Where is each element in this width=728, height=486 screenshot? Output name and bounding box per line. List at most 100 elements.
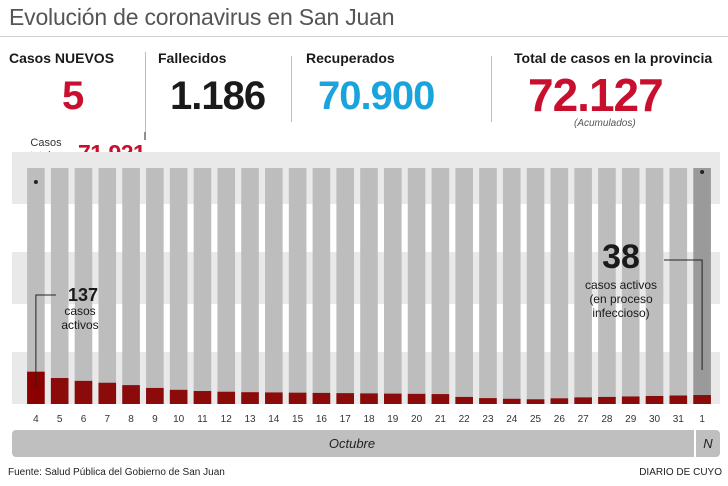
active-cases-bar — [122, 385, 140, 404]
total-cases-bar — [27, 168, 45, 404]
total-cases-bar — [241, 168, 259, 404]
stat-value-recuperados: 70.900 — [318, 74, 435, 118]
total-cases-bar — [169, 168, 188, 404]
total-cases-bar — [621, 168, 640, 404]
total-cases-bar — [407, 168, 426, 404]
x-tick-label: 11 — [197, 414, 208, 425]
total-cases-bar — [193, 168, 212, 404]
active-cases-bar — [241, 392, 259, 404]
active-cases-bar — [288, 392, 307, 404]
active-cases-bar — [669, 395, 688, 404]
active-cases-bar — [526, 399, 545, 404]
active-cases-bar — [550, 398, 569, 404]
total-cases-bar — [645, 168, 664, 404]
total-cases-bar — [502, 168, 521, 404]
total-cases-bar — [265, 168, 283, 404]
total-cases-bar — [383, 168, 402, 404]
x-tick-label: 23 — [482, 414, 494, 425]
x-tick-label: 29 — [625, 414, 637, 425]
callout-last-number: 38 — [602, 238, 640, 276]
active-cases-bar — [217, 391, 236, 404]
total-cases-bar — [146, 168, 164, 404]
x-tick-label: 28 — [601, 414, 613, 425]
active-cases-bar — [265, 392, 283, 404]
active-cases-bar — [598, 396, 616, 404]
title-divider — [0, 36, 728, 37]
x-tick-label: 21 — [435, 414, 447, 425]
stat-note-acumulados: (Acumulados) — [574, 118, 636, 129]
active-cases-bar — [502, 398, 521, 404]
x-tick-label: 10 — [173, 414, 185, 425]
active-cases-bar — [645, 395, 664, 404]
total-marker — [700, 170, 705, 174]
active-cases-bar — [360, 393, 378, 404]
x-tick-label: 17 — [340, 414, 352, 425]
active-cases-bar — [407, 393, 426, 404]
total-cases-bar — [669, 168, 688, 404]
total-cases-bar — [98, 168, 117, 404]
x-tick-label: 15 — [292, 414, 304, 425]
leader-line — [35, 294, 56, 388]
active-cases-bar — [74, 380, 93, 404]
active-cases-bar — [693, 395, 711, 404]
x-tick-label: 9 — [152, 414, 158, 425]
stat-label-nuevos: Casos NUEVOS — [9, 50, 115, 66]
x-tick-label: 13 — [244, 414, 256, 425]
active-cases-bar — [169, 389, 188, 404]
active-cases-bar — [621, 396, 640, 404]
leader-line — [664, 259, 703, 370]
active-cases-bar — [431, 394, 450, 404]
x-tick-label: 24 — [506, 414, 518, 425]
total-cases-bar — [574, 168, 592, 404]
x-tick-label: 12 — [221, 414, 233, 425]
total-cases-bar — [122, 168, 140, 404]
total-cases-bar — [526, 168, 545, 404]
active-cases-bar — [336, 393, 355, 404]
active-cases-bar — [455, 396, 473, 404]
month-label-next: N — [703, 436, 713, 451]
x-tick-label: 1 — [699, 414, 705, 425]
month-band: Octubre N — [12, 430, 720, 457]
x-tick-label: 26 — [554, 414, 566, 425]
x-tick-label: 19 — [387, 414, 399, 425]
stat-divider — [491, 56, 492, 122]
callout-first-text: casos activos — [61, 304, 99, 332]
x-tick-label: 5 — [57, 414, 63, 425]
active-cases-bar — [50, 378, 69, 404]
month-label-octubre: Octubre — [328, 436, 376, 451]
active-cases-bar — [383, 393, 402, 404]
x-tick-label: 22 — [459, 414, 471, 425]
total-cases-bar — [550, 168, 569, 404]
source-note: Fuente: Salud Pública del Gobierno de Sa… — [8, 467, 225, 478]
stat-value-total: 72.127 — [528, 69, 664, 121]
x-tick-label: 7 — [104, 414, 110, 425]
credit-note: DIARIO DE CUYO — [639, 467, 722, 478]
x-tick-label: 31 — [673, 414, 685, 425]
total-cases-bar — [431, 168, 450, 404]
active-cases-bar — [479, 398, 497, 404]
x-tick-label: 18 — [363, 414, 375, 425]
total-cases-bar — [360, 168, 378, 404]
x-tick-label: 8 — [128, 414, 134, 425]
total-cases-bar — [312, 168, 331, 404]
active-cases-bar — [98, 382, 117, 404]
callout-first-number: 137 — [67, 285, 99, 305]
stat-value-nuevos: 5 — [62, 74, 84, 118]
stat-value-fallecidos: 1.186 — [170, 74, 266, 118]
month-divider — [694, 430, 696, 457]
stat-divider — [145, 52, 146, 132]
total-marker — [33, 180, 38, 184]
x-tick-label: 27 — [578, 414, 590, 425]
active-cases-bar — [146, 387, 164, 404]
total-cases-bar — [336, 168, 355, 404]
total-cases-bar — [288, 168, 307, 404]
stat-label-total: Total de casos en la provincia — [514, 50, 713, 66]
active-cases-bar — [574, 397, 592, 404]
x-tick-label: 25 — [530, 414, 542, 425]
x-tick-label: 14 — [268, 414, 280, 425]
x-tick-label: 4 — [33, 414, 39, 425]
x-tick-label: 30 — [649, 414, 661, 425]
x-tick-label: 6 — [81, 414, 87, 425]
total-cases-bar — [455, 168, 473, 404]
